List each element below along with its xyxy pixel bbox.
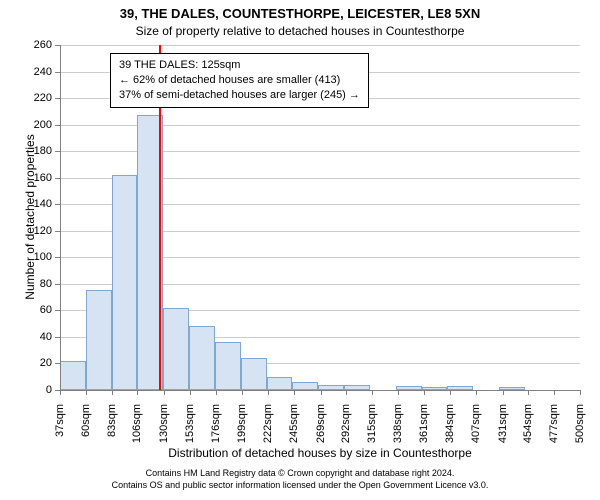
xtick-mark (398, 390, 399, 395)
xtick-label: 338sqm (392, 404, 404, 454)
chart-subtitle: Size of property relative to detached ho… (0, 24, 600, 38)
xtick-label: 199sqm (236, 404, 248, 454)
xtick-mark (242, 390, 243, 395)
ytick-label: 140 (22, 198, 52, 210)
ytick-label: 240 (22, 66, 52, 78)
annotation-line: 37% of semi-detached houses are larger (… (119, 88, 360, 103)
histogram-bar (189, 326, 215, 390)
annotation-line: 39 THE DALES: 125sqm (119, 58, 360, 73)
xtick-label: 431sqm (497, 404, 509, 454)
xtick-mark (528, 390, 529, 395)
xtick-mark (60, 390, 61, 395)
histogram-bar (292, 382, 318, 390)
ytick-label: 80 (22, 278, 52, 290)
ytick-label: 200 (22, 119, 52, 131)
xtick-mark (190, 390, 191, 395)
xtick-label: 130sqm (158, 404, 170, 454)
xtick-mark (346, 390, 347, 395)
chart-title: 39, THE DALES, COUNTESTHORPE, LEICESTER,… (0, 6, 600, 21)
xtick-mark (268, 390, 269, 395)
histogram-bar (86, 290, 112, 390)
ytick-label: 100 (22, 251, 52, 263)
histogram-bar (267, 377, 293, 390)
xtick-label: 222sqm (262, 404, 274, 454)
footer-line-2: Contains OS and public sector informatio… (0, 480, 600, 490)
xtick-label: 37sqm (54, 404, 66, 454)
histogram-bar (60, 361, 86, 390)
ytick-label: 20 (22, 357, 52, 369)
xtick-label: 176sqm (210, 404, 222, 454)
xtick-label: 269sqm (315, 404, 327, 454)
xtick-label: 407sqm (470, 404, 482, 454)
xtick-mark (580, 390, 581, 395)
xtick-mark (86, 390, 87, 395)
xtick-mark (112, 390, 113, 395)
xtick-mark (424, 390, 425, 395)
xtick-label: 245sqm (288, 404, 300, 454)
ytick-label: 40 (22, 331, 52, 343)
xtick-label: 384sqm (444, 404, 456, 454)
annotation-line: ← 62% of detached houses are smaller (41… (119, 73, 360, 88)
xtick-mark (216, 390, 217, 395)
xtick-mark (321, 390, 322, 395)
chart-container: 39, THE DALES, COUNTESTHORPE, LEICESTER,… (0, 0, 600, 500)
ytick-label: 180 (22, 145, 52, 157)
footer-line-1: Contains HM Land Registry data © Crown c… (0, 468, 600, 478)
xtick-label: 454sqm (522, 404, 534, 454)
ytick-label: 0 (22, 384, 52, 396)
xtick-mark (503, 390, 504, 395)
xtick-label: 60sqm (80, 404, 92, 454)
histogram-bar (241, 358, 267, 390)
xtick-mark (554, 390, 555, 395)
histogram-bar (112, 175, 138, 390)
xtick-label: 83sqm (106, 404, 118, 454)
xtick-label: 477sqm (548, 404, 560, 454)
xtick-mark (476, 390, 477, 395)
xtick-label: 153sqm (184, 404, 196, 454)
xtick-mark (137, 390, 138, 395)
ytick-label: 60 (22, 304, 52, 316)
xtick-mark (164, 390, 165, 395)
xtick-label: 315sqm (366, 404, 378, 454)
ytick-label: 220 (22, 92, 52, 104)
xtick-label: 292sqm (340, 404, 352, 454)
xtick-label: 500sqm (574, 404, 586, 454)
xtick-label: 361sqm (418, 404, 430, 454)
ytick-label: 160 (22, 172, 52, 184)
xtick-mark (450, 390, 451, 395)
xtick-label: 106sqm (131, 404, 143, 454)
y-axis-line (60, 45, 61, 390)
grid-line (60, 45, 580, 46)
ytick-label: 260 (22, 39, 52, 51)
xtick-mark (372, 390, 373, 395)
histogram-bar (163, 308, 189, 390)
ytick-label: 120 (22, 225, 52, 237)
annotation-box: 39 THE DALES: 125sqm← 62% of detached ho… (110, 53, 369, 108)
xtick-mark (294, 390, 295, 395)
histogram-bar (215, 342, 241, 390)
